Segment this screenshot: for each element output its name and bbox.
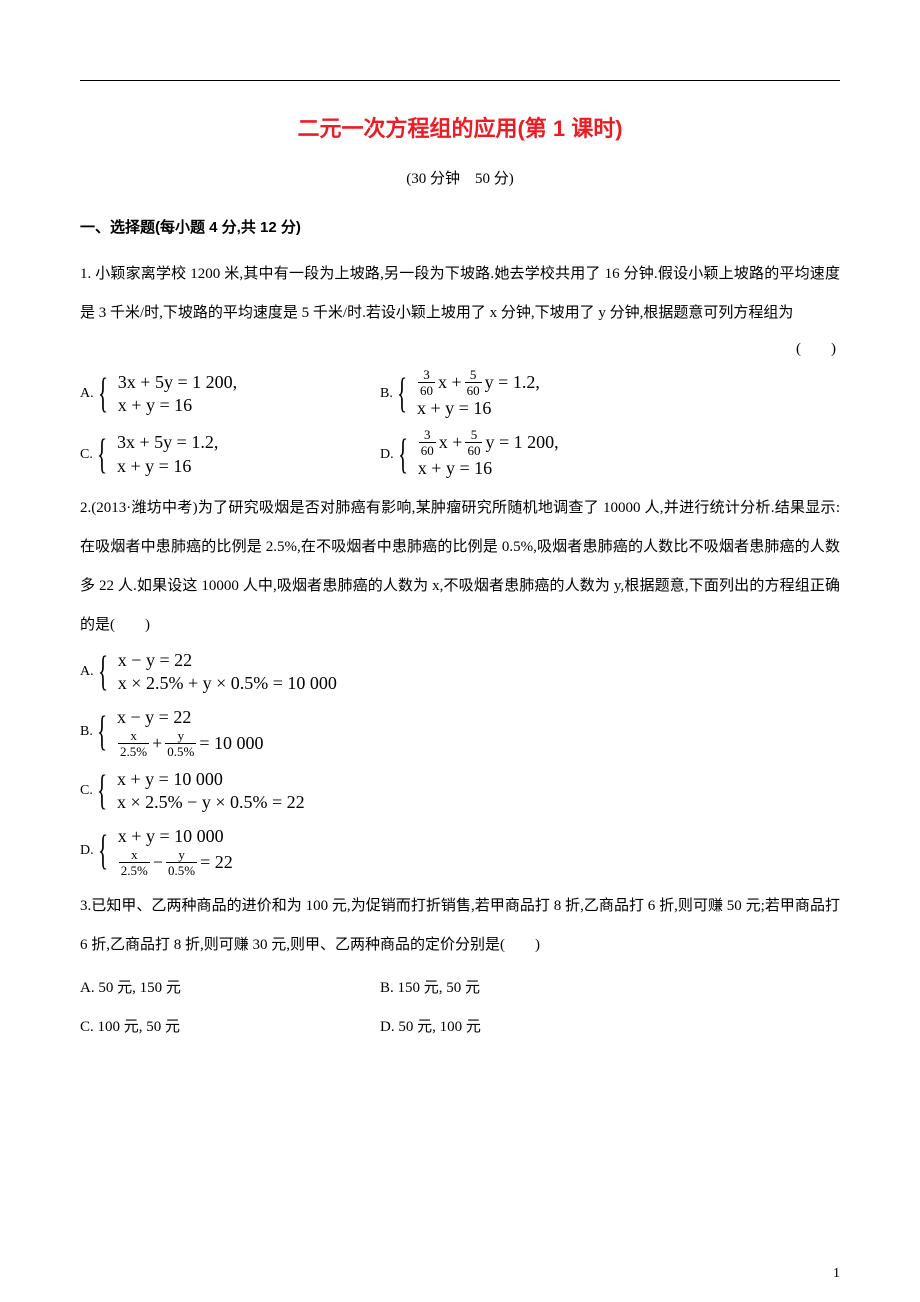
- q2-option-b: B. { x − y = 22 x2.5% + y0.5% = 10 000: [80, 706, 840, 758]
- equation-line: x + y = 10 000: [117, 768, 305, 791]
- equation-line: 3x + 5y = 1 200,: [118, 371, 237, 394]
- option-label: A.: [80, 386, 94, 402]
- equation-line: x × 2.5% − y × 0.5% = 22: [117, 791, 305, 814]
- equation-line: x2.5% − y0.5% = 22: [118, 848, 233, 877]
- fraction: 560: [465, 428, 482, 457]
- equation-line: x × 2.5% + y × 0.5% = 10 000: [118, 672, 337, 695]
- horizontal-rule: [80, 80, 840, 81]
- q3-option-b: B. 150 元, 50 元: [380, 969, 480, 1008]
- fraction: 560: [465, 368, 482, 397]
- equation-system: 3x + 5y = 1 200, x + y = 16: [118, 371, 237, 418]
- equation-line: 3x + 5y = 1.2,: [117, 431, 218, 454]
- fraction: y0.5%: [165, 729, 196, 758]
- page-number: 1: [833, 1266, 840, 1282]
- q3-option-d: D. 50 元, 100 元: [380, 1008, 481, 1047]
- equation-system: 3x + 5y = 1.2, x + y = 16: [117, 431, 218, 478]
- question-2-text: 2.(2013·潍坊中考)为了研究吸烟是否对肺癌有影响,某肿瘤研究所随机地调查了…: [80, 489, 840, 645]
- option-label: C.: [80, 447, 93, 463]
- equation-line: x + y = 10 000: [118, 825, 233, 848]
- equation-system: x + y = 10 000 x2.5% − y0.5% = 22: [118, 825, 233, 877]
- equation-system: 360 x + 560 y = 1 200, x + y = 16: [418, 428, 559, 480]
- left-brace-icon: {: [97, 434, 107, 476]
- q3-option-c: C. 100 元, 50 元: [80, 1008, 380, 1047]
- q2-option-c: C. { x + y = 10 000 x × 2.5% − y × 0.5% …: [80, 768, 840, 815]
- left-brace-icon: {: [97, 770, 107, 812]
- equation-line: x + y = 16: [117, 455, 218, 478]
- q1-options-row-1: A. { 3x + 5y = 1 200, x + y = 16 B. { 36…: [80, 368, 840, 420]
- subtitle: (30 分钟 50 分): [80, 167, 840, 188]
- q3-options: A. 50 元, 150 元 B. 150 元, 50 元 C. 100 元, …: [80, 969, 840, 1047]
- q3-option-a: A. 50 元, 150 元: [80, 969, 380, 1008]
- fraction: 360: [419, 428, 436, 457]
- q2-option-a: A. { x − y = 22 x × 2.5% + y × 0.5% = 10…: [80, 649, 840, 696]
- equation-system: x + y = 10 000 x × 2.5% − y × 0.5% = 22: [117, 768, 305, 815]
- left-brace-icon: {: [97, 711, 107, 753]
- equation-line: x + y = 16: [417, 397, 540, 420]
- option-label: D.: [380, 447, 394, 463]
- option-label: A.: [80, 664, 94, 680]
- equation-line: 360 x + 560 y = 1 200,: [418, 428, 559, 457]
- equation-system: 360 x + 560 y = 1.2, x + y = 16: [417, 368, 540, 420]
- q1-option-d: D. { 360 x + 560 y = 1 200, x + y = 16: [380, 428, 840, 480]
- left-brace-icon: {: [98, 373, 108, 415]
- left-brace-icon: {: [98, 830, 108, 872]
- equation-line: x + y = 16: [118, 394, 237, 417]
- equation-system: x − y = 22 x2.5% + y0.5% = 10 000: [117, 706, 264, 758]
- option-label: B.: [380, 386, 393, 402]
- equation-line: x − y = 22: [118, 649, 337, 672]
- question-3-text: 3.已知甲、乙两种商品的进价和为 100 元,为促销而打折销售,若甲商品打 8 …: [80, 887, 840, 965]
- equation-line: 360 x + 560 y = 1.2,: [417, 368, 540, 397]
- fraction: x2.5%: [119, 848, 150, 877]
- equation-line: x − y = 22: [117, 706, 264, 729]
- equation-line: x2.5% + y0.5% = 10 000: [117, 729, 264, 758]
- fraction: y0.5%: [166, 848, 197, 877]
- left-brace-icon: {: [397, 373, 407, 415]
- q2-options: A. { x − y = 22 x × 2.5% + y × 0.5% = 10…: [80, 649, 840, 877]
- option-label: D.: [80, 843, 94, 859]
- option-label: B.: [80, 724, 93, 740]
- equation-line: x + y = 16: [418, 457, 559, 480]
- fraction: x2.5%: [118, 729, 149, 758]
- option-label: C.: [80, 783, 93, 799]
- q2-option-d: D. { x + y = 10 000 x2.5% − y0.5% = 22: [80, 825, 840, 877]
- fraction: 360: [418, 368, 435, 397]
- left-brace-icon: {: [98, 651, 108, 693]
- question-1-blank-paren: ( ): [80, 337, 840, 358]
- equation-system: x − y = 22 x × 2.5% + y × 0.5% = 10 000: [118, 649, 337, 696]
- q1-option-b: B. { 360 x + 560 y = 1.2, x + y = 16: [380, 368, 840, 420]
- page-title: 二元一次方程组的应用(第 1 课时): [80, 111, 840, 143]
- q1-option-a: A. { 3x + 5y = 1 200, x + y = 16: [80, 368, 380, 420]
- q1-options-row-2: C. { 3x + 5y = 1.2, x + y = 16 D. { 360 …: [80, 428, 840, 480]
- left-brace-icon: {: [398, 434, 408, 476]
- section-heading-1: 一、选择题(每小题 4 分,共 12 分): [80, 216, 840, 237]
- q1-option-c: C. { 3x + 5y = 1.2, x + y = 16: [80, 428, 380, 480]
- question-1-text: 1. 小颖家离学校 1200 米,其中有一段为上坡路,另一段为下坡路.她去学校共…: [80, 255, 840, 333]
